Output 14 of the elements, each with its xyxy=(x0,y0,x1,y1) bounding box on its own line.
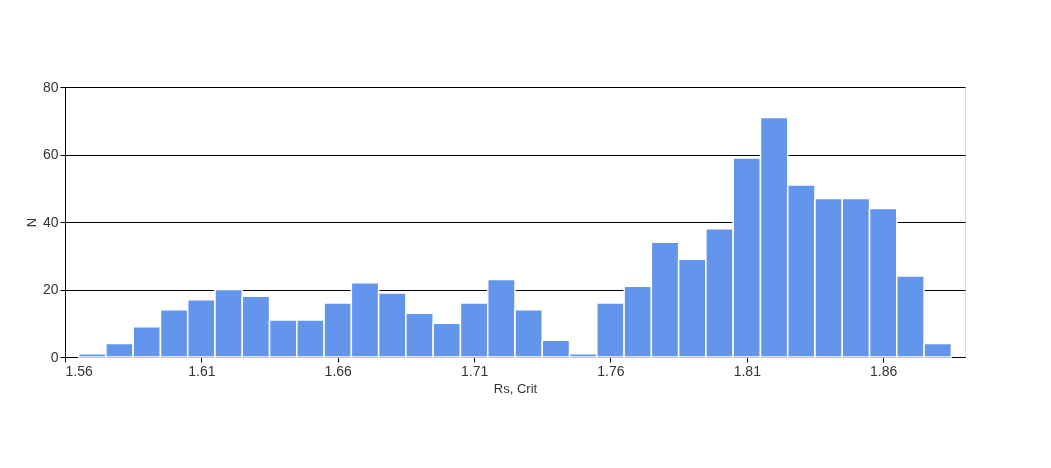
x-axis-title: Rs, Crit xyxy=(493,380,538,396)
x-tick-label: 1.66 xyxy=(324,362,353,379)
x-tick-label: 1.61 xyxy=(188,362,216,379)
x-tick-label: 1.86 xyxy=(870,362,898,379)
x-tick-label: 1.76 xyxy=(597,362,625,379)
x-tick-label: 1.71 xyxy=(460,362,489,379)
x-tick-label: 1.81 xyxy=(733,362,762,379)
x-tick-label: 1.56 xyxy=(65,362,93,379)
y-tick-label: 20 xyxy=(42,281,59,297)
y-tick-label: 60 xyxy=(42,146,59,162)
y-tick-label: 0 xyxy=(50,348,59,365)
y-axis-title: N xyxy=(23,217,39,228)
y-tick-label: 40 xyxy=(42,213,59,230)
y-tick-label: 80 xyxy=(42,78,59,95)
